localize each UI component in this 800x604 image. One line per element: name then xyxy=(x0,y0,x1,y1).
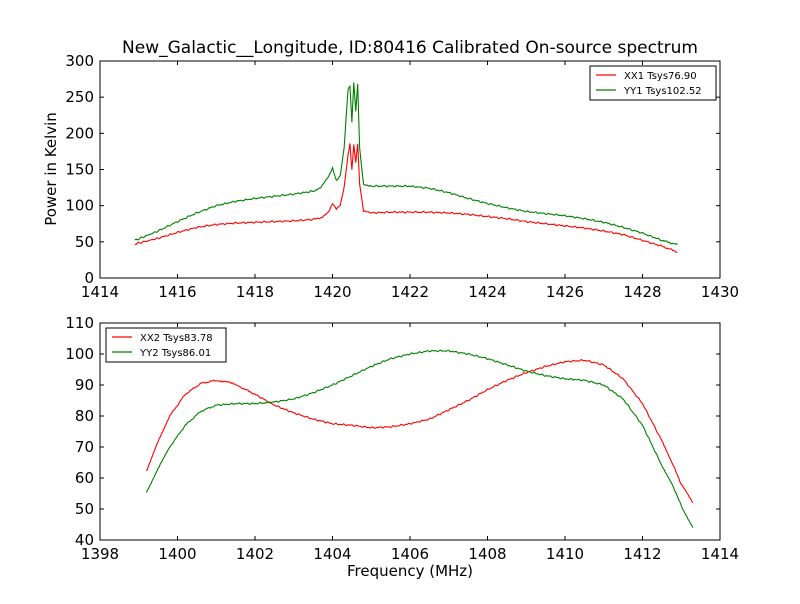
x-tick-label-1-4: 1422 xyxy=(391,283,429,301)
y-axis-label: Power in Kelvin xyxy=(42,112,60,226)
y-tick-label-2-0: 40 xyxy=(75,531,94,549)
x-tick-label-1-3: 1420 xyxy=(313,283,351,301)
series-line-1-2 xyxy=(134,82,678,246)
y-tick-label-1-6: 300 xyxy=(65,52,94,70)
series-line-2-1 xyxy=(146,359,694,504)
legend-box-2 xyxy=(105,327,227,363)
legend-label-1-1: XX1 Tsys76.90 xyxy=(624,71,697,82)
series-line-1-1 xyxy=(134,143,678,254)
y-tick-label-2-7: 110 xyxy=(65,314,94,332)
y-tick-label-2-2: 60 xyxy=(75,469,94,487)
y-tick-label-2-1: 50 xyxy=(75,500,94,518)
x-tick-label-2-7: 1412 xyxy=(623,545,661,563)
y-tick-label-1-0: 0 xyxy=(84,269,94,287)
x-tick-label-2-3: 1404 xyxy=(313,545,351,563)
x-tick-label-1-1: 1416 xyxy=(158,283,196,301)
legend-box-1 xyxy=(589,65,717,101)
x-tick-label-2-5: 1408 xyxy=(468,545,506,563)
legend-label-2-1: XX2 Tsys83.78 xyxy=(140,333,213,344)
y-tick-label-2-5: 90 xyxy=(75,376,94,394)
x-tick-label-2-6: 1410 xyxy=(546,545,584,563)
x-tick-label-1-2: 1418 xyxy=(236,283,274,301)
y-tick-label-2-4: 80 xyxy=(75,407,94,425)
x-tick-label-1-8: 1430 xyxy=(701,283,739,301)
legend-label-1-2: YY1 Tsys102.52 xyxy=(623,86,702,97)
x-tick-label-2-0: 1398 xyxy=(81,545,119,563)
x-tick-label-1-5: 1424 xyxy=(468,283,506,301)
y-tick-label-1-3: 150 xyxy=(65,161,94,179)
legend-label-2-2: YY2 Tsys86.01 xyxy=(139,348,211,359)
legend-2: XX2 Tsys83.78 YY2 Tsys86.01 xyxy=(105,327,227,363)
x-axis-label: Frequency (MHz) xyxy=(347,562,473,580)
plot-panel-2: 1398 1400 1402 1404 1406 1408 1410 1412 1414 40 50… xyxy=(65,314,739,563)
x-tick-label-1-7: 1428 xyxy=(623,283,661,301)
y-tick-label-2-6: 100 xyxy=(65,345,94,363)
y-tick-label-1-2: 100 xyxy=(65,197,94,215)
x-tick-label-2-8: 1414 xyxy=(701,545,739,563)
figure-title: New_Galactic__Longitude, ID:80416 Calibr… xyxy=(122,38,698,58)
x-tick-label-2-4: 1406 xyxy=(391,545,429,563)
legend-1: XX1 Tsys76.90 YY1 Tsys102.52 xyxy=(589,65,717,101)
x-tick-label-2-1: 1400 xyxy=(158,545,196,563)
series-line-2-2 xyxy=(145,349,694,528)
x-tick-label-1-6: 1426 xyxy=(546,283,584,301)
x-tick-label-1-0: 1414 xyxy=(81,283,119,301)
plot-panel-1: 1414 1416 1418 1420 1422 1424 1426 1428 1430 0 50 1… xyxy=(65,52,739,301)
y-tick-label-1-1: 50 xyxy=(75,233,94,251)
y-tick-label-1-5: 250 xyxy=(65,88,94,106)
y-tick-label-2-3: 70 xyxy=(75,438,94,456)
y-tick-label-1-4: 200 xyxy=(65,124,94,142)
x-tick-label-2-2: 1402 xyxy=(236,545,274,563)
